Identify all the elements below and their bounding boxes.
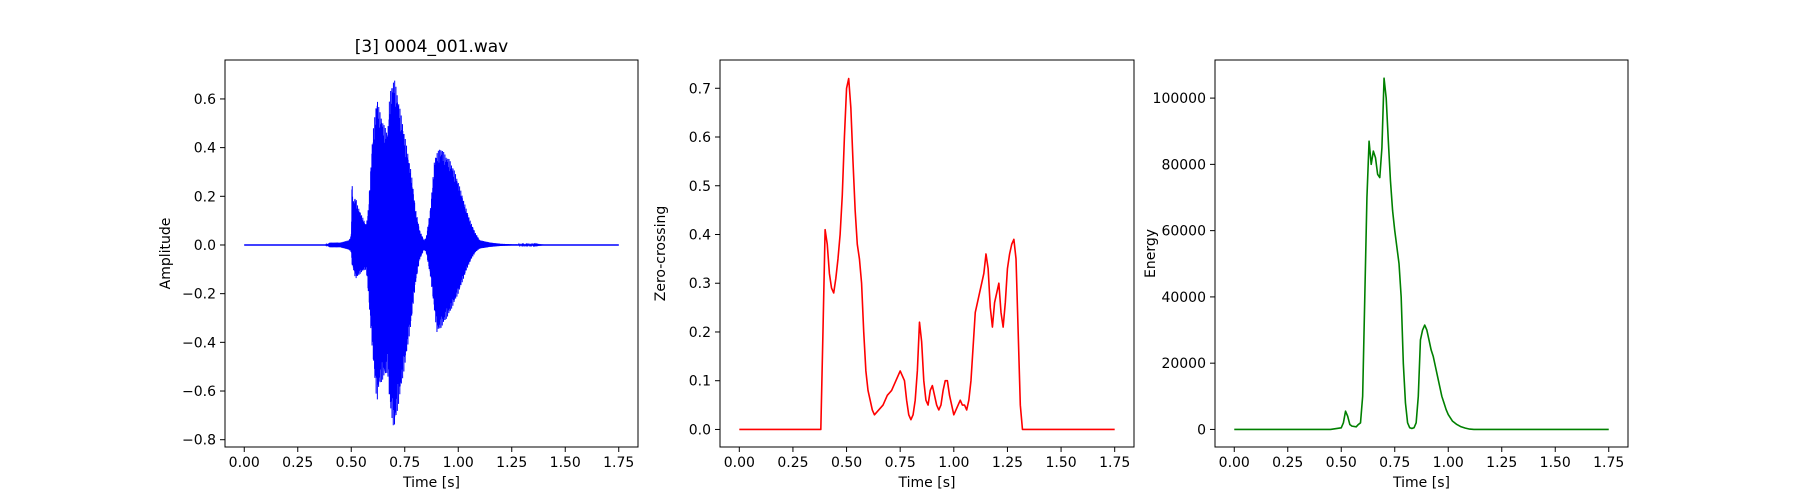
waveform-x-axis-label: Time [s] [402,475,460,491]
y-tick-label: 60000 [1161,224,1206,240]
zero-crossing-x-ticks: 0.00 0.25 0.50 0.75 1.00 1.25 1.50 1.75 [724,447,1130,471]
y-tick-label: −0.4 [182,335,216,351]
x-tick-label: 1.50 [1540,455,1571,471]
waveform-y-axis-label: Amplitude [158,218,174,290]
x-tick-label: 0.50 [336,455,367,471]
zero-crossing-series-line [739,77,1115,431]
waveform-axes-frame [224,59,639,448]
y-tick-label: 0.4 [194,141,216,157]
x-tick-label: 1.75 [1099,455,1130,471]
energy-y-axis-label: Energy [1143,229,1159,278]
x-tick-label: 0.00 [1219,455,1250,471]
y-tick-label: −0.6 [182,384,216,400]
x-tick-label: 1.00 [443,455,474,471]
waveform-x-ticks: 0.00 0.25 0.50 0.75 1.00 1.25 1.50 1.75 [229,447,634,471]
y-tick-label: 80000 [1161,157,1206,173]
x-tick-label: 1.75 [603,455,634,471]
zero-crossing-axes-frame [719,59,1135,448]
x-tick-label: 0.50 [1326,455,1357,471]
zero-crossing-plot-area [739,77,1115,431]
y-tick-label: 20000 [1161,356,1206,372]
zero-crossing-x-axis-label: Time [s] [898,475,956,491]
waveform-y-ticks: −0.8 −0.6 −0.4 −0.2 0.0 0.2 0.4 0.6 [182,92,225,449]
y-tick-label: −0.8 [182,433,216,449]
waveform-title: [3] 0004_001.wav [355,37,508,57]
x-tick-label: 0.75 [389,455,420,471]
zero-crossing-panel: Time [s] Zero-crossing 0.00 0.25 0.50 0.75 1… [653,59,1135,491]
x-tick-label: 0.75 [1379,455,1410,471]
zero-crossing-y-ticks: 0.0 0.1 0.2 0.3 0.4 0.5 0.6 0.7 [689,81,720,438]
x-tick-label: 0.75 [885,455,916,471]
y-tick-label: 0.5 [689,179,711,195]
x-tick-label: 1.25 [1486,455,1517,471]
y-tick-label: 0.2 [689,325,711,341]
x-tick-label: 1.25 [496,455,527,471]
x-tick-label: 1.50 [550,455,581,471]
energy-x-axis-label: Time [s] [1392,475,1450,491]
y-tick-label: 40000 [1161,290,1206,306]
x-tick-label: 0.25 [777,455,808,471]
y-tick-label: 0.7 [689,81,711,97]
y-tick-label: 0 [1197,422,1206,438]
x-tick-label: 0.00 [229,455,260,471]
y-tick-label: 0.2 [194,189,216,205]
y-tick-label: 0.3 [689,276,711,292]
zero-crossing-y-axis-label: Zero-crossing [653,206,669,301]
x-tick-label: 0.00 [724,455,755,471]
y-tick-label: 100000 [1153,91,1206,107]
energy-x-ticks: 0.00 0.25 0.50 0.75 1.00 1.25 1.50 1.75 [1219,447,1624,471]
waveform-panel: [3] 0004_001.wav Time [s] Amplitude 0.00… [158,37,639,491]
energy-y-ticks: 0 20000 40000 60000 80000 100000 [1153,91,1215,438]
y-tick-label: 0.1 [689,374,711,390]
y-tick-label: −0.2 [182,287,216,303]
x-tick-label: 1.00 [938,455,969,471]
waveform-plot-area [244,80,619,426]
y-tick-label: 0.6 [689,130,711,146]
x-tick-label: 1.75 [1593,455,1624,471]
x-tick-label: 0.25 [1272,455,1303,471]
x-tick-label: 1.25 [992,455,1023,471]
x-tick-label: 1.00 [1433,455,1464,471]
y-tick-label: 0.6 [194,92,216,108]
energy-series-line [1234,77,1609,431]
x-tick-label: 0.25 [282,455,313,471]
y-tick-label: 0.4 [689,227,711,243]
energy-axes-frame [1214,59,1629,448]
x-tick-label: 0.50 [831,455,862,471]
y-tick-label: 0.0 [689,422,711,438]
energy-panel: Time [s] Energy 0.00 0.25 0.50 0.75 1.00 1.25… [1143,59,1629,491]
y-tick-label: 0.0 [194,238,216,254]
x-tick-label: 1.50 [1045,455,1076,471]
energy-plot-area [1234,77,1609,431]
